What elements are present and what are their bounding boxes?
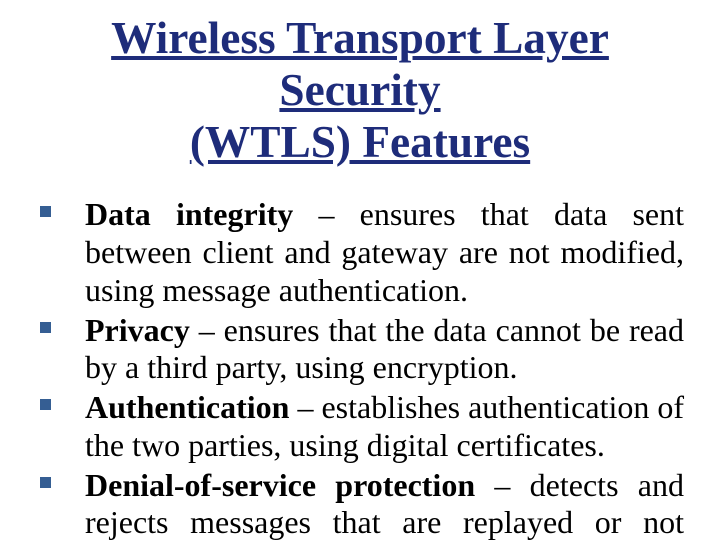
list-item: Denial-of-service protection – detects a…: [36, 467, 684, 540]
square-bullet-icon: [40, 399, 51, 410]
square-bullet-icon: [40, 206, 51, 217]
list-item: Privacy – ensures that the data cannot b…: [36, 312, 684, 388]
slide-title: Wireless Transport Layer Security (WTLS)…: [26, 12, 694, 168]
list-item: Authentication – establishes authenticat…: [36, 389, 684, 465]
list-item-text: Privacy – ensures that the data cannot b…: [85, 312, 684, 388]
item-bold: Denial-of-service protection: [85, 467, 475, 503]
slide: Wireless Transport Layer Security (WTLS)…: [0, 0, 720, 540]
square-bullet-icon: [40, 477, 51, 488]
square-bullet-icon: [40, 322, 51, 333]
item-bold: Authentication: [85, 389, 289, 425]
title-line-1: Wireless Transport Layer Security: [111, 13, 609, 115]
list-item-text: Authentication – establishes authenticat…: [85, 389, 684, 465]
list-item-text: Data integrity – ensures that data sent …: [85, 196, 684, 309]
list-item-text: Denial-of-service protection – detects a…: [85, 467, 684, 540]
slide-body: Data integrity – ensures that data sent …: [26, 196, 694, 540]
item-bold: Privacy: [85, 312, 190, 348]
item-bold: Data integrity: [85, 196, 293, 232]
list-item: Data integrity – ensures that data sent …: [36, 196, 684, 309]
title-line-2: (WTLS) Features: [190, 117, 530, 167]
